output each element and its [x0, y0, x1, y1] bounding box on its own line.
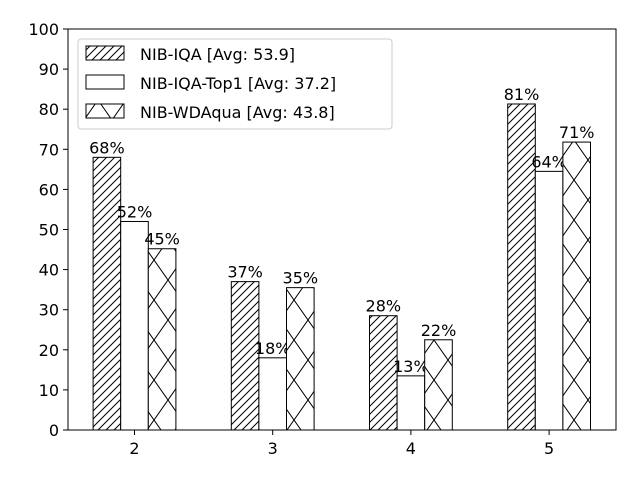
bar-4-series-1: [369, 315, 398, 431]
bar-2-series-2: [120, 220, 149, 431]
bar-4-series-2: [396, 375, 426, 431]
bar-5-series-1: [507, 103, 536, 431]
data-label: 18%: [255, 339, 291, 358]
legend-label: NIB-WDAqua [Avg: 43.8]: [140, 103, 335, 122]
data-label: 81%: [504, 85, 540, 104]
x-tick-label: 3: [268, 439, 278, 458]
axes-frame: [67, 28, 617, 431]
data-label: 68%: [89, 138, 125, 157]
x-tick-label: 5: [544, 439, 554, 458]
bar-5-series-2: [534, 170, 564, 431]
x-tick-label: 2: [129, 439, 139, 458]
bar-2-series-3: [147, 248, 177, 431]
y-tick-label: 20: [39, 341, 59, 360]
x-tick-label: 4: [406, 439, 416, 458]
data-label: 71%: [559, 123, 595, 142]
bar-3-series-1: [230, 281, 260, 431]
y-tick-label: 30: [39, 301, 59, 320]
data-label: 45%: [144, 230, 180, 249]
legend-swatch: [85, 45, 125, 61]
y-tick-label: 100: [28, 20, 59, 39]
y-tick-label: 60: [39, 180, 59, 199]
y-tick-label: 80: [39, 100, 59, 119]
plot-area: 68% 52% 45% 37% 18% 35% 28% 13% 22% 81% 64% 71%: [89, 85, 595, 431]
bar-5-series-3: [562, 141, 592, 431]
bar-2-series-1: [92, 156, 122, 431]
y-tick-label: 0: [49, 421, 59, 440]
data-label: 22%: [421, 321, 457, 340]
legend-label: NIB-IQA-Top1 [Avg: 37.2]: [140, 74, 336, 93]
data-label: 52%: [117, 202, 153, 221]
bar-3-series-2: [258, 357, 287, 431]
y-tick-label: 10: [39, 381, 59, 400]
y-tick-label: 50: [39, 221, 59, 240]
legend: NIB-IQA [Avg: 53.9] NIB-IQA-Top1 [Avg: 37…: [77, 38, 393, 130]
bar-4-series-3: [424, 339, 453, 431]
data-label: 35%: [283, 269, 319, 288]
data-label: 64%: [531, 152, 567, 171]
data-label: 13%: [393, 357, 429, 376]
y-tick-label: 90: [39, 60, 59, 79]
legend-swatch: [85, 74, 125, 90]
legend-box: [77, 38, 393, 130]
y-tick-label: 40: [39, 261, 59, 280]
data-label: 28%: [366, 297, 402, 316]
bar-3-series-3: [286, 287, 315, 431]
data-label: 37%: [227, 263, 263, 282]
y-tick-label: 70: [39, 140, 59, 159]
legend-label: NIB-IQA [Avg: 53.9]: [140, 45, 295, 64]
legend-swatch: [85, 103, 125, 119]
